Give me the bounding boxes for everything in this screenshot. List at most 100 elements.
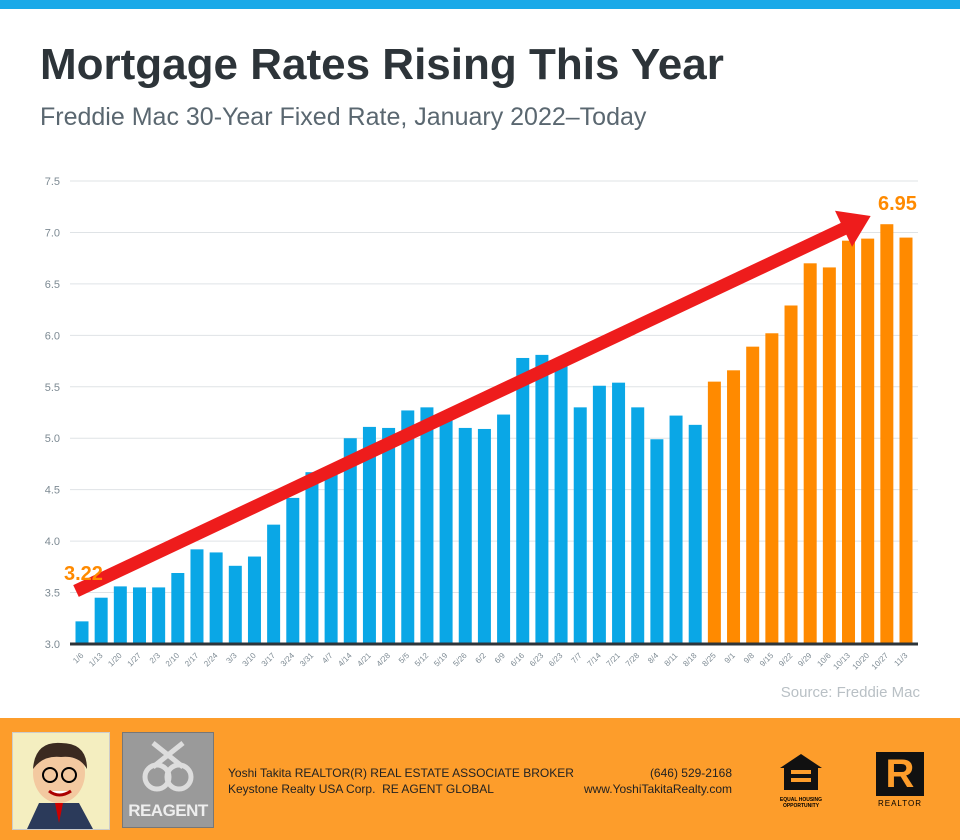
bar-5-5: [401, 410, 415, 644]
bar-7-28: [631, 407, 645, 644]
x-tick-label: 1/27: [126, 651, 144, 669]
x-tick-label: 6/23: [547, 651, 565, 669]
x-tick-label: 5/26: [451, 651, 469, 669]
x-tick-label: 11/3: [892, 651, 909, 668]
agent-title: Yoshi Takita REALTOR(R) REAL ESTATE ASSO…: [228, 766, 574, 780]
y-tick-label: 5.0: [45, 433, 60, 445]
bar-9-8: [746, 346, 760, 644]
x-tick-label: 9/1: [723, 651, 738, 666]
source-note: Source: Freddie Mac: [780, 684, 920, 701]
x-tick-label: 4/28: [375, 651, 393, 669]
bar-11-3: [899, 237, 913, 645]
bar-5-12: [420, 407, 434, 644]
bar-3-10: [247, 556, 261, 644]
reagent-logo-text: REAGENT: [128, 801, 208, 820]
x-tick-label: 8/25: [700, 651, 718, 669]
y-tick-label: 4.0: [45, 536, 60, 548]
bar-2-17: [190, 549, 204, 644]
bar-2-3: [152, 587, 166, 644]
x-tick-label: 2/17: [183, 651, 201, 669]
bar-10-27: [880, 224, 894, 645]
x-tick-label: 6/16: [509, 651, 527, 669]
bar-8-18: [688, 424, 702, 644]
x-tick-label: 8/11: [663, 651, 680, 668]
bar-7-7: [573, 407, 587, 644]
reagent-logo: REAGENT: [122, 732, 214, 828]
bar-1-13: [94, 597, 108, 644]
x-tick-label: 3/31: [298, 651, 316, 669]
equal-housing-label: EQUAL HOUSING OPPORTUNITY: [779, 797, 823, 809]
realtor-label: REALTOR: [877, 799, 923, 808]
footer: REAGENT Yoshi Takita REALTOR(R) REAL EST…: [0, 718, 960, 840]
x-tick-label: 4/21: [355, 651, 373, 669]
bar-9-15: [765, 333, 779, 644]
x-tick-label: 3/3: [224, 651, 239, 666]
bar-2-24: [209, 552, 223, 644]
bar-10-13: [842, 240, 856, 645]
y-tick-label: 7.0: [45, 227, 60, 239]
x-tick-label: 1/13: [87, 651, 105, 669]
agent-caricature: [12, 732, 110, 830]
bar-3-3: [228, 565, 242, 644]
bar-7-21: [612, 382, 626, 644]
x-tick-label: 1/6: [71, 651, 86, 666]
x-tick-label: 3/10: [240, 651, 258, 669]
y-tick-label: 7.5: [45, 176, 60, 188]
bar-9-29: [803, 263, 817, 644]
x-tick-label: 7/28: [624, 651, 642, 669]
x-tick-label: 9/22: [777, 651, 795, 669]
house-icon: [780, 754, 822, 790]
bar-3-24: [286, 497, 300, 644]
x-tick-label: 1/20: [106, 651, 124, 669]
equal-housing-logo: EQUAL HOUSING OPPORTUNITY: [770, 752, 832, 812]
x-tick-label: 9/15: [758, 651, 776, 669]
bar-5-26: [458, 427, 472, 644]
x-tick-label: 9/8: [742, 651, 757, 666]
x-tick-label: 10/27: [870, 651, 891, 672]
x-tick-label: 2/24: [202, 651, 220, 669]
agent-phone[interactable]: (646) 529-2168: [649, 766, 732, 780]
bar-9-1: [727, 370, 741, 644]
x-tick-label: 7/14: [585, 651, 603, 669]
bar-3-17: [267, 524, 281, 644]
realtor-logo: R REALTOR: [872, 752, 928, 814]
bar-6-16: [516, 357, 530, 644]
bar-1-20: [113, 586, 127, 644]
bar-8-4: [650, 439, 664, 644]
bar-1-27: [132, 587, 146, 644]
agent-company: Keystone Realty USA Corp. RE AGENT GLOBA…: [228, 782, 494, 796]
x-tick-label: 9/29: [796, 651, 814, 669]
bar-8-11: [669, 415, 683, 644]
bar-7-14: [592, 385, 606, 644]
bar-6-9: [497, 414, 511, 644]
x-tick-label: 5/19: [432, 651, 450, 669]
start-rate-label: 3.22: [64, 563, 103, 585]
bar-2-10: [171, 573, 185, 644]
x-tick-label: 2/10: [164, 651, 182, 669]
x-tick-label: 7/21: [605, 651, 623, 669]
bar-4-14: [343, 438, 357, 644]
x-tick-label: 4/14: [336, 651, 354, 669]
y-tick-label: 4.5: [45, 485, 60, 497]
bar-5-19: [439, 412, 453, 644]
trend-arrow-head: [834, 210, 871, 247]
bar-4-7: [324, 467, 338, 644]
bar-8-25: [707, 381, 721, 644]
bar-10-20: [861, 238, 875, 644]
x-tick-label: 3/24: [279, 651, 297, 669]
bar-4-28: [382, 427, 396, 644]
y-tick-label: 3.5: [45, 588, 60, 600]
x-tick-label: 10/20: [851, 651, 872, 672]
y-tick-label: 6.5: [45, 279, 60, 291]
bar-1-6: [75, 621, 89, 644]
top-accent-bar: [0, 0, 960, 9]
x-tick-label: 8/4: [646, 651, 661, 666]
y-tick-label: 5.5: [45, 382, 60, 394]
realtor-mark: R: [876, 752, 924, 796]
y-tick-label: 3.0: [45, 639, 60, 651]
agent-website[interactable]: www.YoshiTakitaRealty.com: [583, 782, 732, 796]
x-tick-label: 2/3: [148, 651, 163, 666]
x-tick-label: 6/2: [474, 651, 489, 666]
bar-6-23: [535, 354, 549, 644]
x-tick-label: 6/9: [493, 651, 508, 666]
